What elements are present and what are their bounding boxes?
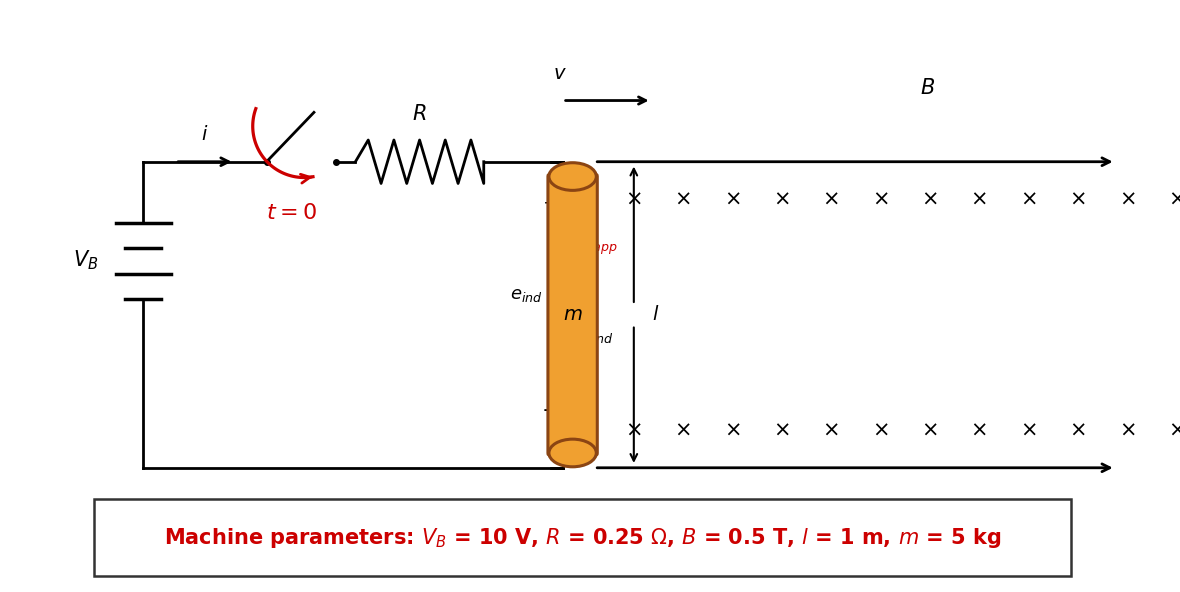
Text: ×: × xyxy=(1069,420,1087,440)
Text: ×: × xyxy=(1069,189,1087,209)
Text: ×: × xyxy=(1168,189,1180,209)
Text: Machine parameters: $V_B$ = 10 V, $R$ = 0.25 $\Omega$, $B$ = 0.5 T, $l$ = 1 m, $: Machine parameters: $V_B$ = 10 V, $R$ = … xyxy=(164,526,1001,550)
Text: −: − xyxy=(542,401,560,420)
Text: $t = 0$: $t = 0$ xyxy=(266,203,316,223)
Text: $e_{ind}$: $e_{ind}$ xyxy=(511,286,543,304)
Text: ×: × xyxy=(723,189,741,209)
Text: ×: × xyxy=(773,189,791,209)
Text: $B$: $B$ xyxy=(920,78,936,98)
Text: ×: × xyxy=(1119,420,1136,440)
FancyBboxPatch shape xyxy=(93,500,1071,577)
Text: ×: × xyxy=(1119,189,1136,209)
Text: ×: × xyxy=(773,420,791,440)
Text: ×: × xyxy=(822,189,840,209)
Text: ×: × xyxy=(675,189,691,209)
Text: ×: × xyxy=(922,189,939,209)
Text: ×: × xyxy=(625,420,643,440)
Text: $R$: $R$ xyxy=(412,104,427,124)
Text: $F_{app}$: $F_{app}$ xyxy=(583,234,618,258)
Text: $F_{ind}$: $F_{ind}$ xyxy=(583,326,615,345)
FancyBboxPatch shape xyxy=(548,173,597,456)
Text: ×: × xyxy=(822,420,840,440)
Text: ×: × xyxy=(1020,420,1037,440)
Text: $m$: $m$ xyxy=(563,305,583,324)
Text: $l$: $l$ xyxy=(651,305,658,324)
Text: ×: × xyxy=(872,189,890,209)
Text: ×: × xyxy=(971,420,988,440)
Ellipse shape xyxy=(549,163,596,191)
Text: ×: × xyxy=(922,420,939,440)
Text: ×: × xyxy=(872,420,890,440)
Ellipse shape xyxy=(549,439,596,467)
Text: +: + xyxy=(543,194,559,213)
Text: ×: × xyxy=(971,189,988,209)
Text: ×: × xyxy=(625,189,643,209)
Text: ×: × xyxy=(675,420,691,440)
Text: $i$: $i$ xyxy=(202,125,209,144)
Text: ×: × xyxy=(1020,189,1037,209)
Text: ×: × xyxy=(723,420,741,440)
Text: $v$: $v$ xyxy=(553,64,566,83)
Text: ×: × xyxy=(1168,420,1180,440)
Text: $V_B$: $V_B$ xyxy=(73,249,99,272)
